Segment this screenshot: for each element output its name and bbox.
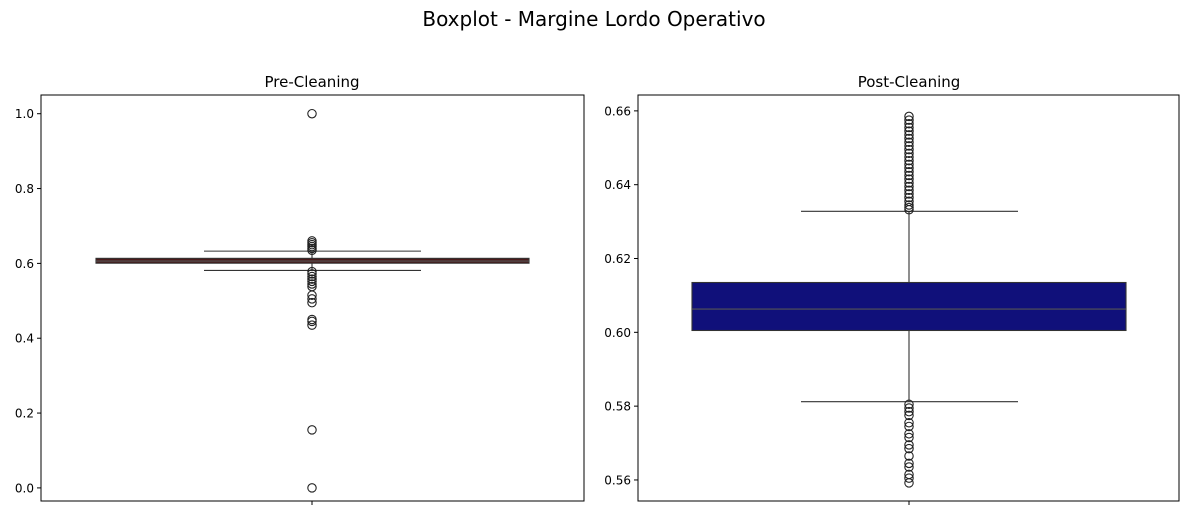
post-outlier-point (904, 451, 914, 461)
post-outlier-point (904, 141, 914, 151)
pre-axes-frame (40, 94, 585, 502)
pre-outlier-point (307, 276, 317, 287)
pre-outlier-point (307, 425, 317, 435)
post-outlier-point (904, 137, 914, 147)
pre-outlier-point (307, 320, 317, 330)
pre-y-tick-label: 0.4 (15, 332, 34, 346)
post-outlier-point (904, 152, 914, 162)
post-outlier-point (904, 185, 914, 195)
pre-outlier-point (307, 279, 317, 289)
post-outlier-point (904, 432, 914, 443)
post-outlier-point (904, 122, 914, 133)
post-outlier-point (904, 429, 914, 439)
post-cleaning-panel: Post-Cleaning 0.56 0.58 0.60 0.62 0.64 0.66 (604, 73, 1180, 505)
post-outlier-point (904, 418, 914, 428)
post-box (691, 281, 1127, 332)
pre-cleaning-panel: Pre-Cleaning 0.0 0.2 0.4 0.6 0.8 1.0 (15, 73, 585, 505)
post-outlier-point (904, 126, 914, 136)
pre-outlier-point (307, 290, 317, 300)
post-outlier-point (904, 478, 914, 488)
post-outlier-point (904, 178, 914, 188)
pre-outlier-point (307, 294, 317, 304)
post-outlier-point (904, 159, 914, 170)
post-outlier-point (904, 155, 914, 166)
post-outlier-point (904, 399, 914, 410)
post-outlier-point (904, 111, 914, 122)
post-outlier-point (904, 200, 914, 210)
pre-y-tick-label: 0.8 (15, 182, 34, 196)
post-outlier-point (904, 115, 914, 125)
post-axes-frame (637, 94, 1180, 502)
post-outlier-point (904, 205, 914, 215)
pre-outlier-point (307, 297, 317, 308)
post-outlier-point (904, 144, 914, 155)
pre-outlier-point (307, 269, 317, 279)
post-outlier-point (904, 421, 914, 432)
pre-cleaning-title: Pre-Cleaning (264, 73, 359, 91)
post-outlier-point (904, 189, 914, 199)
pre-outlier-point (307, 483, 317, 493)
post-y-tick-label: 0.64 (604, 178, 631, 192)
post-outlier-point (904, 406, 914, 417)
post-outlier-point (904, 170, 914, 181)
post-y-tick-label: 0.62 (604, 252, 631, 266)
post-outlier-point (904, 440, 914, 450)
post-outlier-point (904, 167, 914, 177)
post-outlier-point (904, 462, 914, 472)
pre-outlier-point (307, 316, 317, 327)
figure-title: Boxplot - Margine Lordo Operativo (422, 7, 765, 31)
post-outlier-point (904, 192, 914, 203)
post-y-tick-label: 0.60 (604, 326, 631, 340)
post-outlier-point (904, 473, 914, 483)
post-outlier-point (904, 163, 914, 173)
pre-outlier-point (307, 274, 317, 284)
pre-y-tick-label: 0.6 (15, 257, 34, 271)
post-outlier-point (904, 119, 914, 129)
pre-y-tick-label: 0.2 (15, 407, 34, 421)
pre-outlier-point (307, 108, 317, 119)
post-outlier-point (904, 410, 914, 421)
post-outlier-point (904, 443, 914, 454)
post-outlier-point (904, 181, 914, 192)
post-y-tick-label: 0.66 (604, 104, 631, 118)
post-outlier-point (904, 133, 914, 144)
pre-y-tick-label: 1.0 (15, 107, 34, 121)
post-cleaning-title: Post-Cleaning (858, 73, 961, 91)
post-outlier-point (904, 130, 914, 140)
pre-outlier-point (307, 271, 317, 282)
pre-outlier-point (307, 245, 317, 256)
post-outlier-point (904, 148, 914, 159)
post-y-tick-label: 0.56 (604, 473, 631, 487)
post-outlier-point (904, 458, 914, 469)
post-y-tick-label: 0.58 (604, 400, 631, 414)
pre-outlier-point (307, 266, 317, 277)
post-outlier-point (904, 174, 914, 184)
post-outlier-point (904, 403, 914, 413)
pre-y-tick-label: 0.0 (15, 481, 34, 495)
